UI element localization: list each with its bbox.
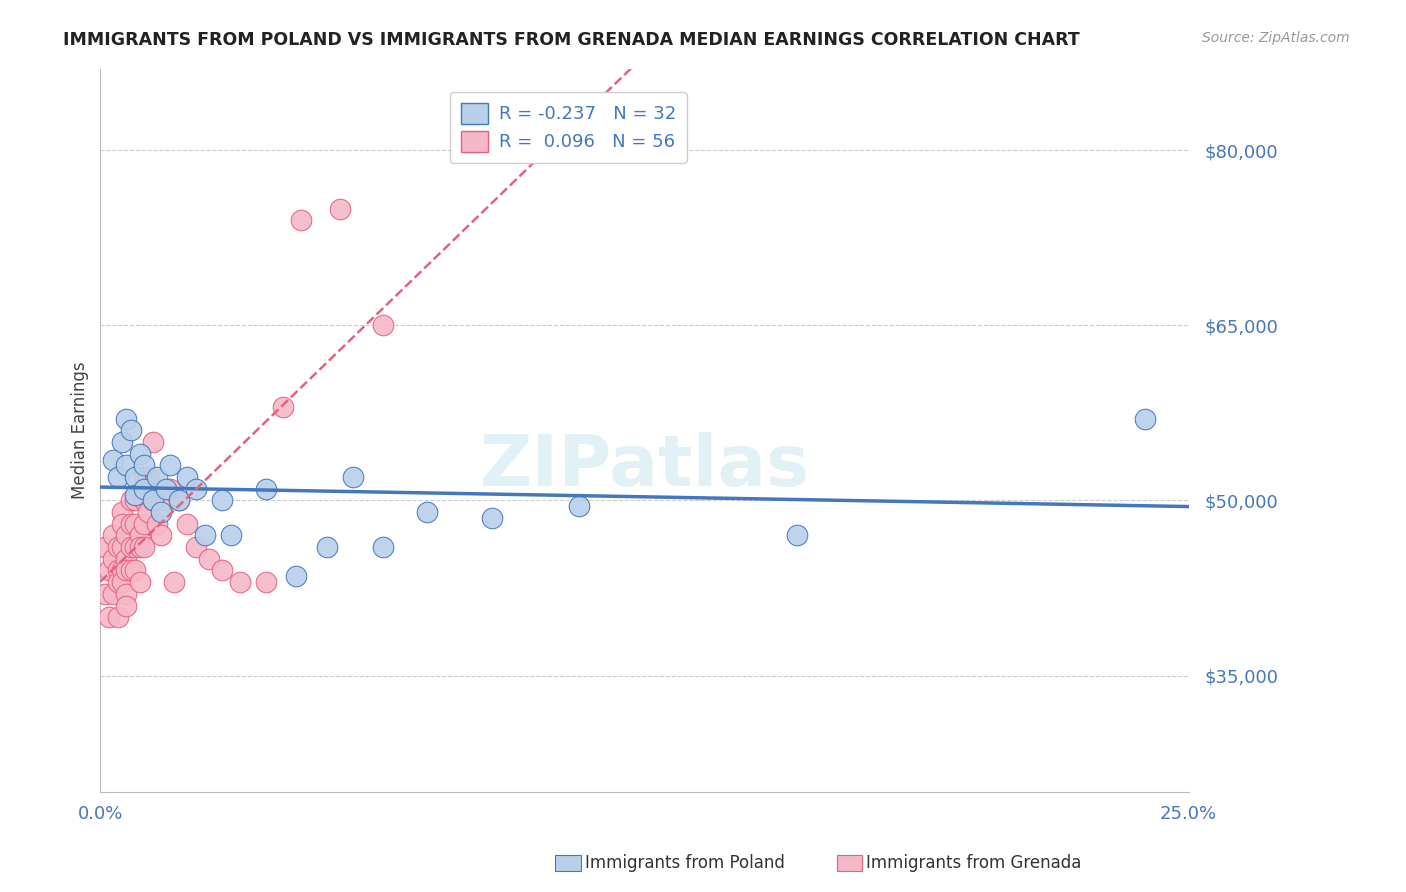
- Point: [128, 540, 150, 554]
- Point: [124, 540, 146, 554]
- Point: [128, 575, 150, 590]
- Point: [142, 493, 165, 508]
- Point: [228, 575, 250, 590]
- Point: [111, 505, 134, 519]
- Point: [111, 516, 134, 531]
- Point: [194, 528, 217, 542]
- Point: [111, 435, 134, 450]
- Point: [132, 458, 155, 473]
- Point: [107, 610, 129, 624]
- Point: [155, 493, 177, 508]
- Point: [150, 505, 173, 519]
- Point: [211, 493, 233, 508]
- Point: [132, 540, 155, 554]
- Text: Immigrants from Grenada: Immigrants from Grenada: [866, 855, 1081, 872]
- Point: [132, 516, 155, 531]
- Point: [115, 599, 138, 613]
- Point: [103, 551, 125, 566]
- Point: [155, 482, 177, 496]
- Point: [184, 482, 207, 496]
- Text: Immigrants from Poland: Immigrants from Poland: [585, 855, 785, 872]
- Point: [103, 452, 125, 467]
- Point: [159, 482, 181, 496]
- Point: [176, 470, 198, 484]
- Point: [132, 493, 155, 508]
- Point: [124, 493, 146, 508]
- Point: [98, 564, 121, 578]
- Text: IMMIGRANTS FROM POLAND VS IMMIGRANTS FROM GRENADA MEDIAN EARNINGS CORRELATION CH: IMMIGRANTS FROM POLAND VS IMMIGRANTS FRO…: [63, 31, 1080, 49]
- Point: [107, 564, 129, 578]
- Point: [103, 587, 125, 601]
- Point: [111, 540, 134, 554]
- Point: [176, 516, 198, 531]
- Y-axis label: Median Earnings: Median Earnings: [72, 361, 89, 500]
- Point: [124, 487, 146, 501]
- Point: [568, 500, 591, 514]
- Point: [115, 528, 138, 542]
- Point: [124, 516, 146, 531]
- Point: [329, 202, 352, 216]
- Point: [373, 540, 395, 554]
- Point: [120, 516, 142, 531]
- Point: [290, 213, 312, 227]
- Point: [107, 540, 129, 554]
- Point: [146, 516, 169, 531]
- Point: [150, 528, 173, 542]
- Point: [128, 528, 150, 542]
- Point: [107, 575, 129, 590]
- Point: [111, 575, 134, 590]
- Point: [184, 540, 207, 554]
- Point: [271, 400, 294, 414]
- Legend: R = -0.237   N = 32, R =  0.096   N = 56: R = -0.237 N = 32, R = 0.096 N = 56: [450, 92, 686, 162]
- Point: [128, 447, 150, 461]
- Point: [254, 575, 277, 590]
- Point: [115, 587, 138, 601]
- Text: ZIPatlas: ZIPatlas: [479, 432, 810, 501]
- Point: [115, 411, 138, 425]
- Point: [136, 505, 159, 519]
- Point: [786, 528, 808, 542]
- Point: [219, 528, 242, 542]
- Point: [115, 458, 138, 473]
- Point: [159, 458, 181, 473]
- Point: [120, 493, 142, 508]
- Point: [285, 569, 308, 583]
- Point: [124, 564, 146, 578]
- Point: [103, 528, 125, 542]
- Point: [163, 575, 186, 590]
- Point: [107, 470, 129, 484]
- Point: [416, 505, 439, 519]
- Point: [111, 564, 134, 578]
- Text: Source: ZipAtlas.com: Source: ZipAtlas.com: [1202, 31, 1350, 45]
- Point: [115, 551, 138, 566]
- Point: [93, 587, 115, 601]
- Point: [98, 610, 121, 624]
- Point: [120, 540, 142, 554]
- Point: [132, 482, 155, 496]
- Point: [120, 424, 142, 438]
- Point: [142, 493, 165, 508]
- Point: [342, 470, 364, 484]
- Point: [142, 435, 165, 450]
- Point: [315, 540, 337, 554]
- Point: [167, 493, 190, 508]
- Point: [211, 564, 233, 578]
- Point: [167, 493, 190, 508]
- Point: [481, 511, 503, 525]
- Point: [93, 540, 115, 554]
- Point: [1133, 411, 1156, 425]
- Point: [198, 551, 221, 566]
- Point: [373, 318, 395, 333]
- Point: [115, 564, 138, 578]
- Point: [136, 470, 159, 484]
- Point: [120, 564, 142, 578]
- Point: [132, 470, 155, 484]
- Point: [124, 470, 146, 484]
- Point: [254, 482, 277, 496]
- Point: [146, 470, 169, 484]
